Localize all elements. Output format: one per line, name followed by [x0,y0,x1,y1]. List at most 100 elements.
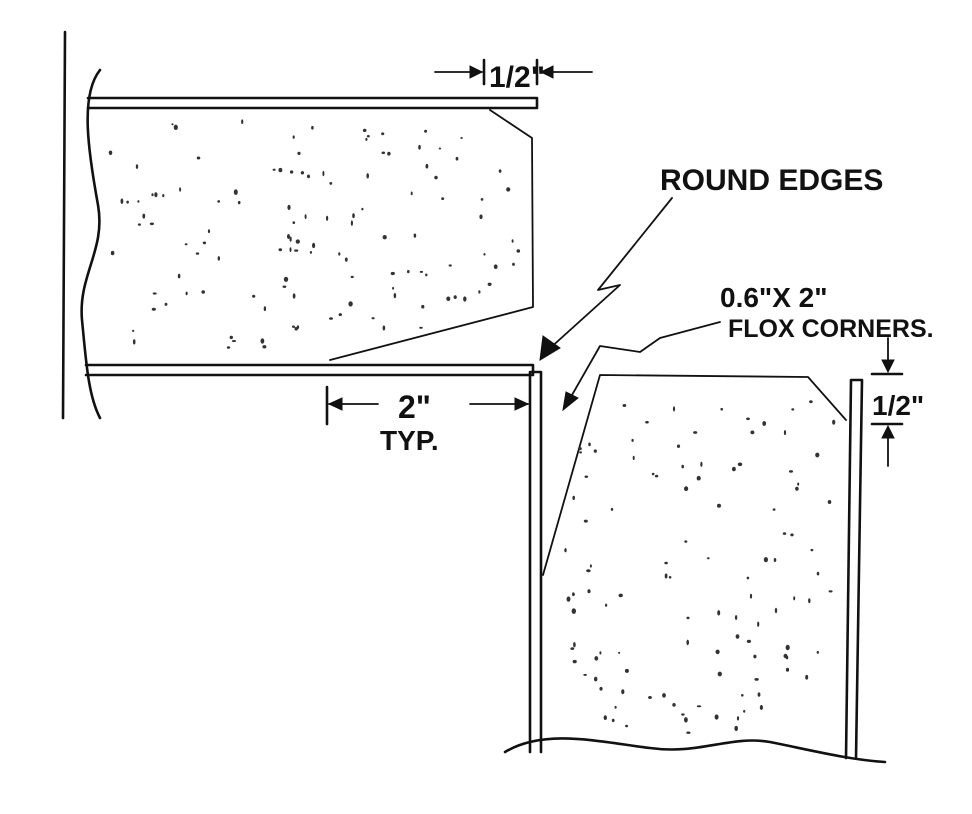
stipple-dot [512,262,515,266]
dim-typ-label: TYP. [380,425,439,456]
stipple-dot [686,731,691,734]
stipple-dot [233,189,238,195]
stipple-dot [300,171,305,175]
stipple-dot [132,339,136,345]
stipple-dot [371,317,375,320]
stipple-dot [735,634,740,639]
stipple-dot [272,168,276,171]
stipple-dot [741,694,744,697]
round-edges-leader [539,197,673,361]
stipple-dot [381,132,385,136]
stipple-dot [594,676,598,682]
stipple-dot [282,285,287,288]
stipple-dot [425,273,428,277]
stipple-dot [762,421,767,426]
stipple-dot [788,470,794,473]
stipple-dot [632,455,635,461]
stipple-dot [753,654,757,659]
stipple-dot [438,147,442,150]
stipple-dot [278,248,283,252]
stipple-dot [648,696,652,699]
stipple-dot [570,647,575,650]
stipple-dot [479,214,483,220]
stipple-dot [460,137,463,139]
right-skin [844,378,864,760]
stipple-dot [587,589,591,594]
stipple-dot [322,170,325,177]
stipple-dot [693,431,698,434]
stipple-dot [424,129,428,133]
stipple-dot [599,651,602,655]
stipple-dot [226,346,231,349]
stipple-dot [668,576,672,579]
stipple-dot [754,678,759,681]
core-edge-side [542,374,847,576]
stipple-dot [783,430,787,436]
stipple-dot [179,187,182,192]
stipple-dot [278,167,283,173]
stipple-dot [252,294,256,298]
stipple-dot [295,239,300,244]
stipple-dot [448,264,452,267]
stipple-dot [681,464,684,469]
stipple-dot [625,724,629,728]
stipple-dot [350,220,353,226]
stipple-dot [700,461,703,467]
stipple-dot [455,156,459,161]
stipple-dot [684,717,688,723]
stipple-dot [686,616,690,620]
stipple-dot [746,639,752,644]
stipple-dot [828,590,833,593]
stipple-dot [287,204,291,210]
flox-size-label: 0.6"X 2" [720,282,828,313]
left-skin [528,370,543,754]
stipple-dot [809,400,813,404]
stipple-dot [572,495,575,500]
stipple-dot [229,335,233,340]
stipple-dot [732,466,736,472]
stipple-dot [387,151,391,156]
stipple-dot [304,214,307,220]
stipple-dot [207,229,211,234]
stipple-dot [382,325,386,331]
stipple-dot [418,144,421,150]
stipple-dot [566,596,571,602]
stipple-dot [410,191,413,196]
stipple-dot [195,252,200,255]
stipple-dot [696,475,701,481]
top-panel [61,30,539,420]
stipple-dot [292,325,295,328]
stipple-dot [425,163,429,169]
stipple-dot [154,192,158,198]
stipple-dot [263,306,267,312]
stipple-dot [108,150,113,156]
stipple-dot [260,338,265,344]
stipple-dot [808,598,811,604]
stipple-dot [759,705,764,710]
stipple-dot [795,486,799,491]
stipple-dot [614,705,617,709]
dim-top-label: 1/2" [489,61,545,94]
stipple-dot [463,296,467,302]
stipple-dot [516,249,521,253]
stipple-dot [564,548,567,553]
stipple-dot [720,407,723,411]
core-edge [329,109,534,361]
stipple-dot [392,286,395,290]
stipple-dot [672,406,676,412]
stipple-dot [329,182,333,185]
core-stipple-side [564,400,836,734]
stipple-dot [480,198,484,201]
stipple-dot [483,253,486,256]
stipple-dot [381,151,386,155]
dim-two-inch [325,385,530,426]
stipple-dot [292,293,296,299]
stipple-dot [151,307,156,311]
stipple-dot [750,430,755,435]
stipple-dot [309,251,312,254]
stipple-dot [446,296,451,302]
stipple-dot [815,452,820,458]
stipple-dot [137,200,140,203]
stipple-dot [791,408,795,411]
stipple-dot [162,194,165,198]
